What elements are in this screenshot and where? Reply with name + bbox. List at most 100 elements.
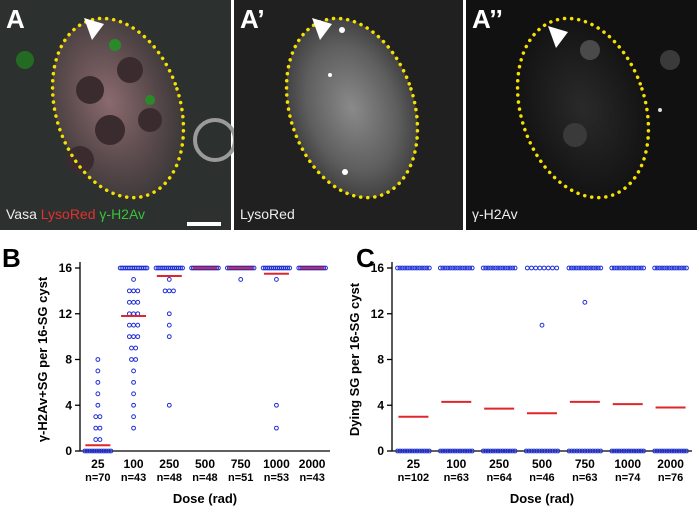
data-point	[566, 265, 572, 271]
data-point	[669, 265, 675, 271]
data-point	[129, 357, 134, 362]
data-point	[636, 448, 642, 454]
data-point	[97, 425, 103, 431]
data-point	[616, 265, 622, 271]
n-label: n=46	[529, 472, 554, 484]
data-point	[591, 265, 596, 271]
y-tick-label: 16	[371, 261, 385, 275]
data-point	[633, 448, 639, 454]
data-point	[460, 448, 465, 454]
data-point	[178, 265, 183, 271]
data-point	[593, 265, 599, 271]
data-point	[483, 448, 489, 454]
data-point	[587, 448, 593, 454]
data-point	[641, 448, 647, 454]
data-point	[659, 448, 665, 454]
data-point	[131, 368, 136, 374]
data-point	[566, 448, 572, 454]
data-point	[624, 448, 629, 454]
data-point	[94, 448, 100, 454]
data-point	[395, 448, 400, 454]
data-point	[437, 448, 443, 454]
data-point	[674, 448, 680, 454]
data-point	[133, 357, 139, 362]
data-point	[93, 425, 99, 431]
data-point	[531, 448, 537, 454]
data-point	[447, 265, 453, 271]
data-point	[595, 265, 601, 271]
n-label: n=51	[228, 472, 253, 484]
caption: LysoRed	[240, 206, 295, 222]
data-point	[407, 265, 413, 271]
data-point	[126, 322, 132, 328]
data-point	[569, 448, 575, 454]
data-point	[550, 265, 555, 271]
data-point	[614, 448, 620, 454]
data-point	[274, 425, 279, 431]
data-point	[480, 448, 486, 454]
data-point	[422, 448, 427, 454]
data-point	[455, 448, 460, 454]
y-tick-label: 8	[65, 353, 72, 367]
data-point	[679, 448, 684, 454]
data-point	[671, 448, 677, 454]
data-point	[131, 425, 136, 431]
data-point	[490, 265, 496, 271]
data-point	[97, 414, 103, 420]
data-point	[457, 448, 463, 454]
data-point	[144, 265, 150, 271]
data-point	[483, 265, 489, 271]
data-point	[495, 265, 501, 271]
data-point	[671, 265, 677, 271]
data-point	[490, 448, 496, 454]
data-point	[654, 448, 660, 454]
data-point	[180, 265, 185, 271]
data-point	[500, 448, 506, 454]
data-point	[669, 448, 675, 454]
y-tick-label: 0	[377, 444, 384, 458]
data-point	[573, 265, 579, 271]
data-point	[126, 288, 132, 294]
data-point	[641, 265, 647, 271]
x-axis-label: Dose (rad)	[173, 491, 237, 506]
data-point	[400, 448, 405, 454]
data-point	[624, 265, 629, 271]
data-point	[526, 448, 532, 454]
x-tick-label: 500	[532, 457, 552, 471]
data-point	[536, 448, 542, 454]
data-point	[440, 448, 446, 454]
n-label: n=63	[572, 472, 597, 484]
data-point	[524, 265, 530, 271]
data-point	[417, 265, 422, 271]
data-point	[131, 414, 136, 420]
data-point	[131, 391, 136, 397]
y-tick-label: 12	[371, 307, 385, 321]
x-tick-label: 250	[489, 457, 509, 471]
data-point	[485, 265, 491, 271]
x-tick-label: 100	[124, 457, 144, 471]
data-point	[666, 448, 672, 454]
data-point	[91, 448, 97, 454]
data-point	[274, 277, 279, 282]
data-point	[485, 448, 491, 454]
data-point	[679, 265, 684, 271]
data-point	[135, 299, 141, 305]
data-point	[287, 265, 293, 271]
panel-label: A’’	[472, 4, 503, 34]
data-point	[238, 277, 244, 282]
caption-part: Vasa	[6, 206, 37, 222]
data-point	[464, 265, 470, 271]
data-point	[662, 265, 667, 271]
n-label: n=64	[486, 472, 512, 484]
data-point	[500, 265, 506, 271]
panel-label: B	[2, 243, 21, 273]
data-point	[419, 265, 425, 271]
data-point	[550, 448, 555, 454]
data-point	[437, 265, 443, 271]
data-point	[89, 448, 95, 454]
data-point	[166, 334, 172, 340]
image-panel: A’ LysoRed	[234, 0, 463, 230]
data-point	[166, 311, 172, 317]
x-tick-label: 25	[91, 457, 105, 471]
data-point	[97, 437, 103, 442]
